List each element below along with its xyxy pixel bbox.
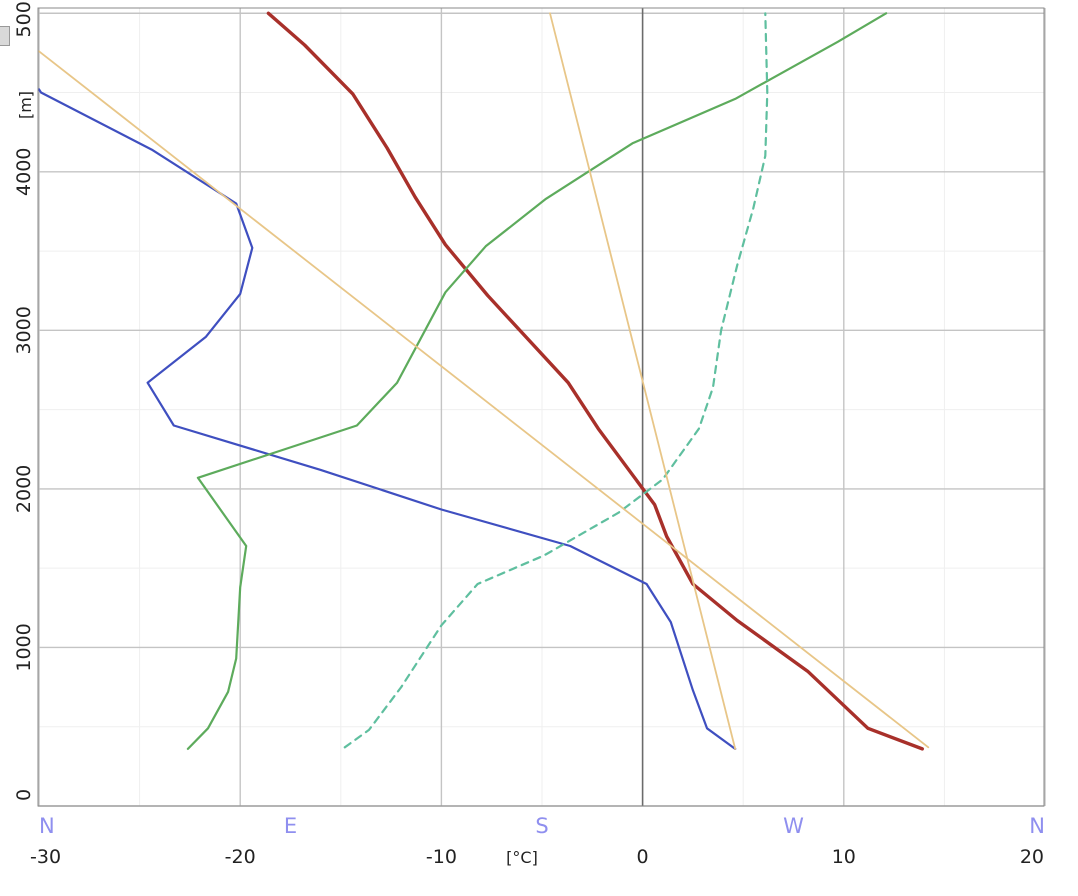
wind-direction-label: E	[284, 814, 297, 838]
series-line-1	[37, 88, 737, 751]
y-tick-label: 0	[13, 789, 35, 801]
series-line-5	[38, 50, 930, 749]
x-tick-label: -20	[225, 846, 256, 868]
series-line-6	[549, 12, 737, 750]
wind-direction-label: W	[783, 814, 804, 838]
wind-direction-label: N	[39, 814, 55, 838]
x-tick-label: 10	[832, 846, 856, 868]
minor-grid	[38, 8, 1044, 806]
x-tick-label: 20	[1020, 846, 1044, 868]
x-tick-label: 0	[637, 846, 649, 868]
scroll-tab[interactable]	[0, 26, 10, 46]
series-layer	[37, 11, 930, 751]
y-tick-labels: 0 1000 2000 3000 4000 5000	[13, 0, 35, 801]
y-tick-label: 5000	[13, 0, 35, 37]
series-line-2	[266, 11, 924, 751]
x-axis-title: [°C]	[506, 848, 538, 867]
y-tick-label: 4000	[13, 148, 35, 196]
series-line-3	[186, 12, 888, 751]
x-tick-label: -30	[30, 846, 61, 868]
series-line-4	[343, 12, 769, 749]
x-tick-label: -10	[426, 846, 457, 868]
wind-direction-label: N	[1029, 814, 1045, 838]
y-axis-title: [m]	[16, 91, 35, 119]
x-tick-labels: -30 -20 -10 0 10 20	[30, 846, 1044, 868]
y-tick-label: 1000	[13, 623, 35, 671]
y-tick-label: 2000	[13, 465, 35, 513]
wind-direction-label: S	[535, 814, 548, 838]
y-tick-label: 3000	[13, 306, 35, 354]
plot-frame	[37, 7, 1045, 807]
